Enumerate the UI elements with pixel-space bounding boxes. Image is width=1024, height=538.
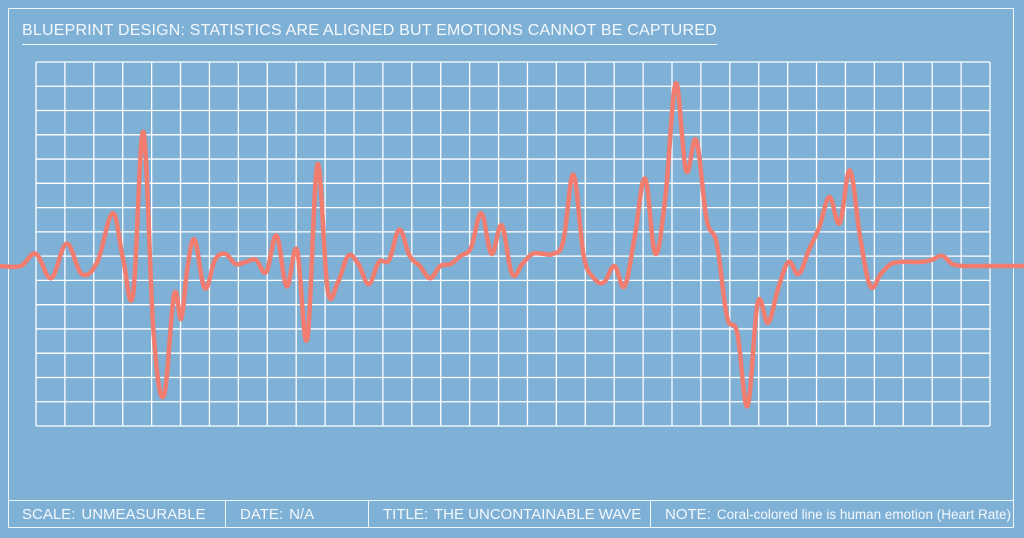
footer-date: DATE: N/A: [226, 501, 369, 528]
footer-scale: SCALE: UNMEASURABLE: [8, 501, 226, 528]
scale-value: UNMEASURABLE: [81, 506, 206, 523]
note-key: NOTE:: [665, 506, 711, 523]
footer-bar: SCALE: UNMEASURABLE DATE: N/A TITLE: THE…: [8, 500, 1014, 528]
scale-key: SCALE:: [22, 506, 76, 523]
title-value: THE UNCONTAINABLE WAVE: [434, 506, 642, 523]
footer-note: NOTE: Coral-colored line is human emotio…: [651, 501, 1014, 528]
date-value: N/A: [289, 506, 315, 523]
note-value: Coral-colored line is human emotion (Hea…: [716, 507, 1011, 522]
chart-grid: [35, 61, 991, 427]
emotion-line: [0, 81, 1024, 409]
footer-title: TITLE: THE UNCONTAINABLE WAVE: [369, 501, 651, 528]
title-key: TITLE:: [383, 506, 429, 523]
header-title: BLUEPRINT DESIGN: STATISTICS ARE ALIGNED…: [22, 22, 717, 45]
date-key: DATE:: [240, 506, 284, 523]
